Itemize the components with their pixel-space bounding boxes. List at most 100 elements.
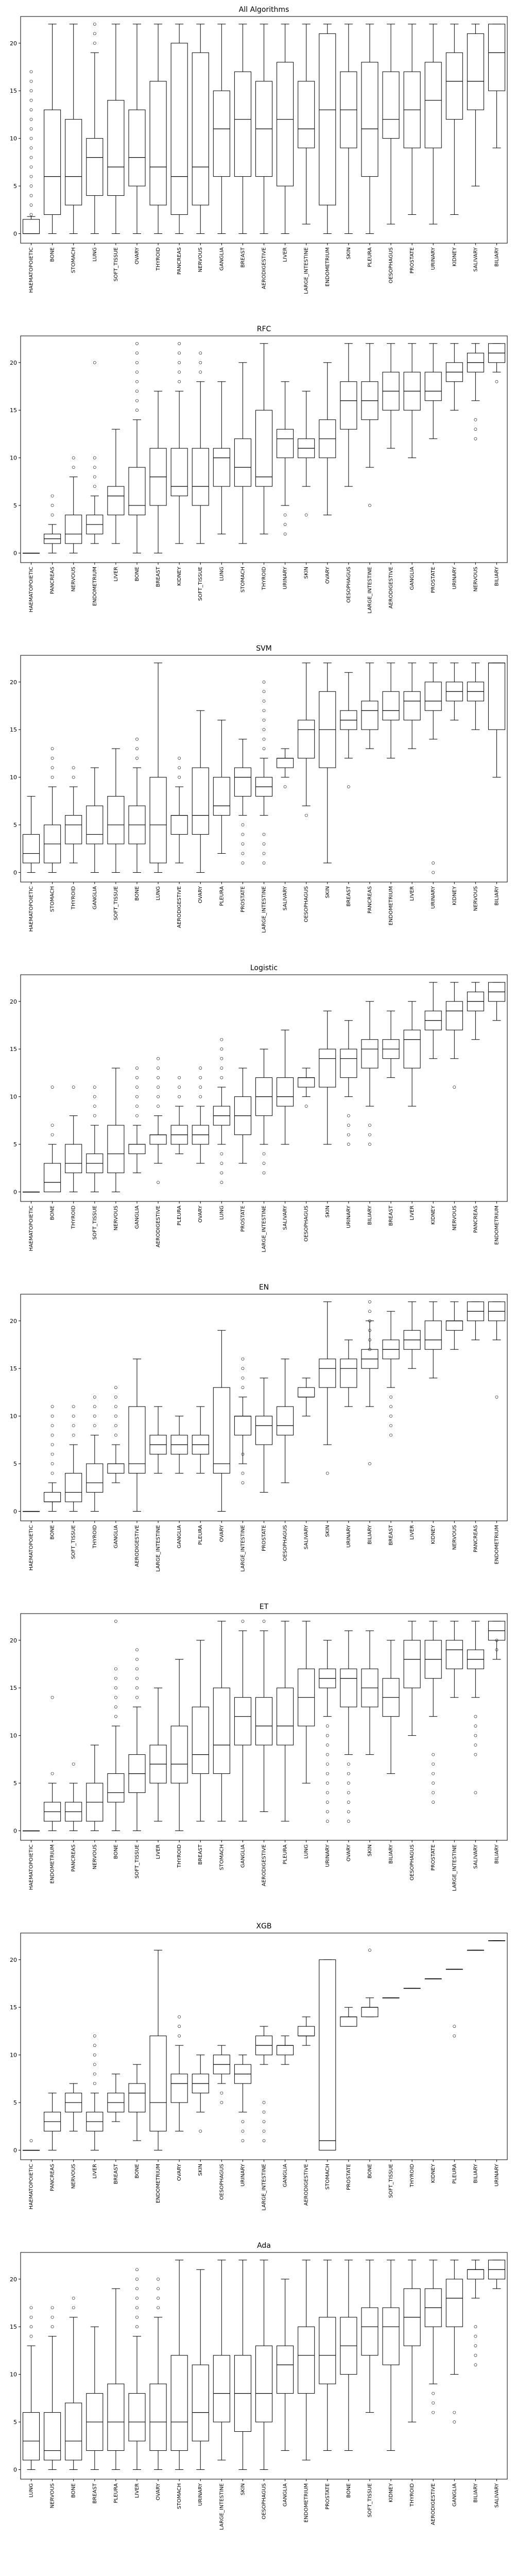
x-tick-label: BREAST [388, 1524, 394, 1545]
y-tick-label: 10 [10, 1094, 17, 1100]
x-tick-label: ENDOMETRIUM [304, 2483, 310, 2522]
outlier-point [93, 1095, 96, 1098]
box-liver [403, 663, 421, 749]
box-biliary [361, 1001, 379, 1146]
iqr-box [403, 1029, 421, 1069]
outlier-point [93, 1414, 96, 1418]
box-lung [86, 22, 104, 234]
outlier-point [241, 2120, 245, 2123]
x-tick-label: HAEMATOPOIETIC [29, 886, 35, 932]
x-tick-label: ENDOMETRIUM [92, 567, 98, 606]
outlier-point [157, 1105, 160, 1108]
x-tick-label: SOFT_TISSUE [134, 1844, 140, 1878]
y-tick-label: 5 [13, 183, 17, 190]
box-oesophagus [277, 1359, 294, 1483]
x-tick-label: PROSTATE [346, 2164, 352, 2190]
outlier-point [283, 513, 287, 517]
x-tick-label: LUNG [92, 247, 98, 262]
x-tick-label: BREAST [198, 1844, 203, 1865]
box-pleura [277, 1621, 294, 1822]
outlier-point [157, 2277, 160, 2281]
outlier-point [241, 833, 245, 836]
iqr-box [298, 2326, 315, 2394]
outlier-point [368, 1310, 371, 1313]
outlier-point [135, 1696, 139, 1699]
outlier-point [29, 127, 33, 131]
chart-title: Ada [257, 2242, 271, 2250]
x-tick-label: AERODIGESTIVE [134, 1525, 140, 1567]
y-tick-label: 20 [10, 679, 17, 686]
x-tick-label: SALIVARY [473, 247, 478, 272]
outlier-point [72, 2296, 75, 2300]
y-tick-label: 15 [10, 407, 17, 414]
box-aerodigestive [424, 2260, 442, 2414]
outlier-point [368, 1319, 371, 1323]
outlier-point [262, 1152, 266, 1156]
outlier-point [241, 1619, 245, 1623]
y-tick-label: 10 [10, 2371, 17, 2378]
box-ovary [170, 2015, 188, 2132]
box-large-intestine [149, 1406, 167, 1474]
outlier-point [93, 32, 96, 36]
x-tick-label: OESOPHAGUS [304, 886, 310, 922]
outlier-point [29, 194, 33, 197]
iqr-box [192, 1706, 209, 1774]
x-tick-label: KIDNEY [388, 2483, 394, 2502]
outlier-point [474, 2353, 477, 2357]
x-tick-label: HAEMATOPOIETIC [29, 1844, 35, 1890]
x-tick-label: NERVOUS [71, 2164, 77, 2189]
box-oesophagus [213, 2045, 230, 2104]
box-soft-tissue [86, 1086, 104, 1193]
outlier-point [474, 437, 477, 440]
iqr-box [382, 71, 400, 139]
outlier-point [50, 2325, 54, 2329]
y-tick-label: 20 [10, 998, 17, 1005]
outlier-point [135, 389, 139, 393]
box-soft-tissue [107, 748, 125, 873]
x-tick-label: AERODIGESTIVE [262, 1844, 267, 1886]
outlier-point [50, 775, 54, 779]
outlier-point [114, 1414, 117, 1418]
outlier-point [135, 2277, 139, 2281]
iqr-box [170, 43, 188, 215]
outlier-point [135, 1076, 139, 1079]
outlier-point [178, 1086, 181, 1089]
outlier-point [72, 775, 75, 779]
box-skin [234, 2260, 251, 2470]
x-tick-label: URINARY [283, 566, 288, 589]
x-tick-label: LARGE_INTESTINE [452, 1844, 457, 1891]
outlier-point [347, 1133, 350, 1137]
y-tick-label: 5 [13, 2419, 17, 2426]
outlier-point [157, 1076, 160, 1079]
x-tick-label: LARGE_INTESTINE [156, 1525, 161, 1572]
x-tick-label: LIVER [409, 1206, 415, 1221]
chart-panel-4: Logistic 0 5 10 15 20 HAEMATOPOIETIC BONE THYROI… [10, 964, 508, 1252]
y-tick-label: 15 [10, 726, 17, 733]
box-nervous [467, 663, 484, 730]
x-tick-label: LIVER [134, 2483, 140, 2498]
outlier-point [50, 1471, 54, 1475]
y-tick-label: 10 [10, 774, 17, 781]
iqr-box [424, 62, 442, 148]
outlier-point [325, 1743, 329, 1747]
box-biliary [467, 1950, 484, 1951]
outlier-point [93, 456, 96, 460]
x-tick-label: LARGE_INTESTINE [240, 1525, 246, 1572]
x-tick-label: GANGLIA [452, 2483, 457, 2506]
outlier-point [178, 370, 181, 374]
x-tick-label: AERODIGESTIVE [388, 567, 394, 608]
box-ovary [319, 362, 336, 516]
x-tick-label: ENDOMETRIUM [50, 1844, 56, 1884]
outlier-point [157, 2296, 160, 2300]
outlier-point [325, 1471, 329, 1475]
chart-title: EN [259, 1283, 269, 1292]
box-biliary [488, 24, 505, 148]
box-large-intestine [445, 1621, 463, 1698]
box-bone [128, 342, 146, 554]
x-tick-label: PLEURA [283, 1844, 288, 1865]
x-tick-label: LIVER [156, 1844, 161, 1859]
box-pancreas [467, 1301, 484, 1341]
outlier-point [135, 2315, 139, 2319]
iqr-box [170, 815, 188, 835]
x-tick-label: GANGLIA [219, 247, 225, 270]
